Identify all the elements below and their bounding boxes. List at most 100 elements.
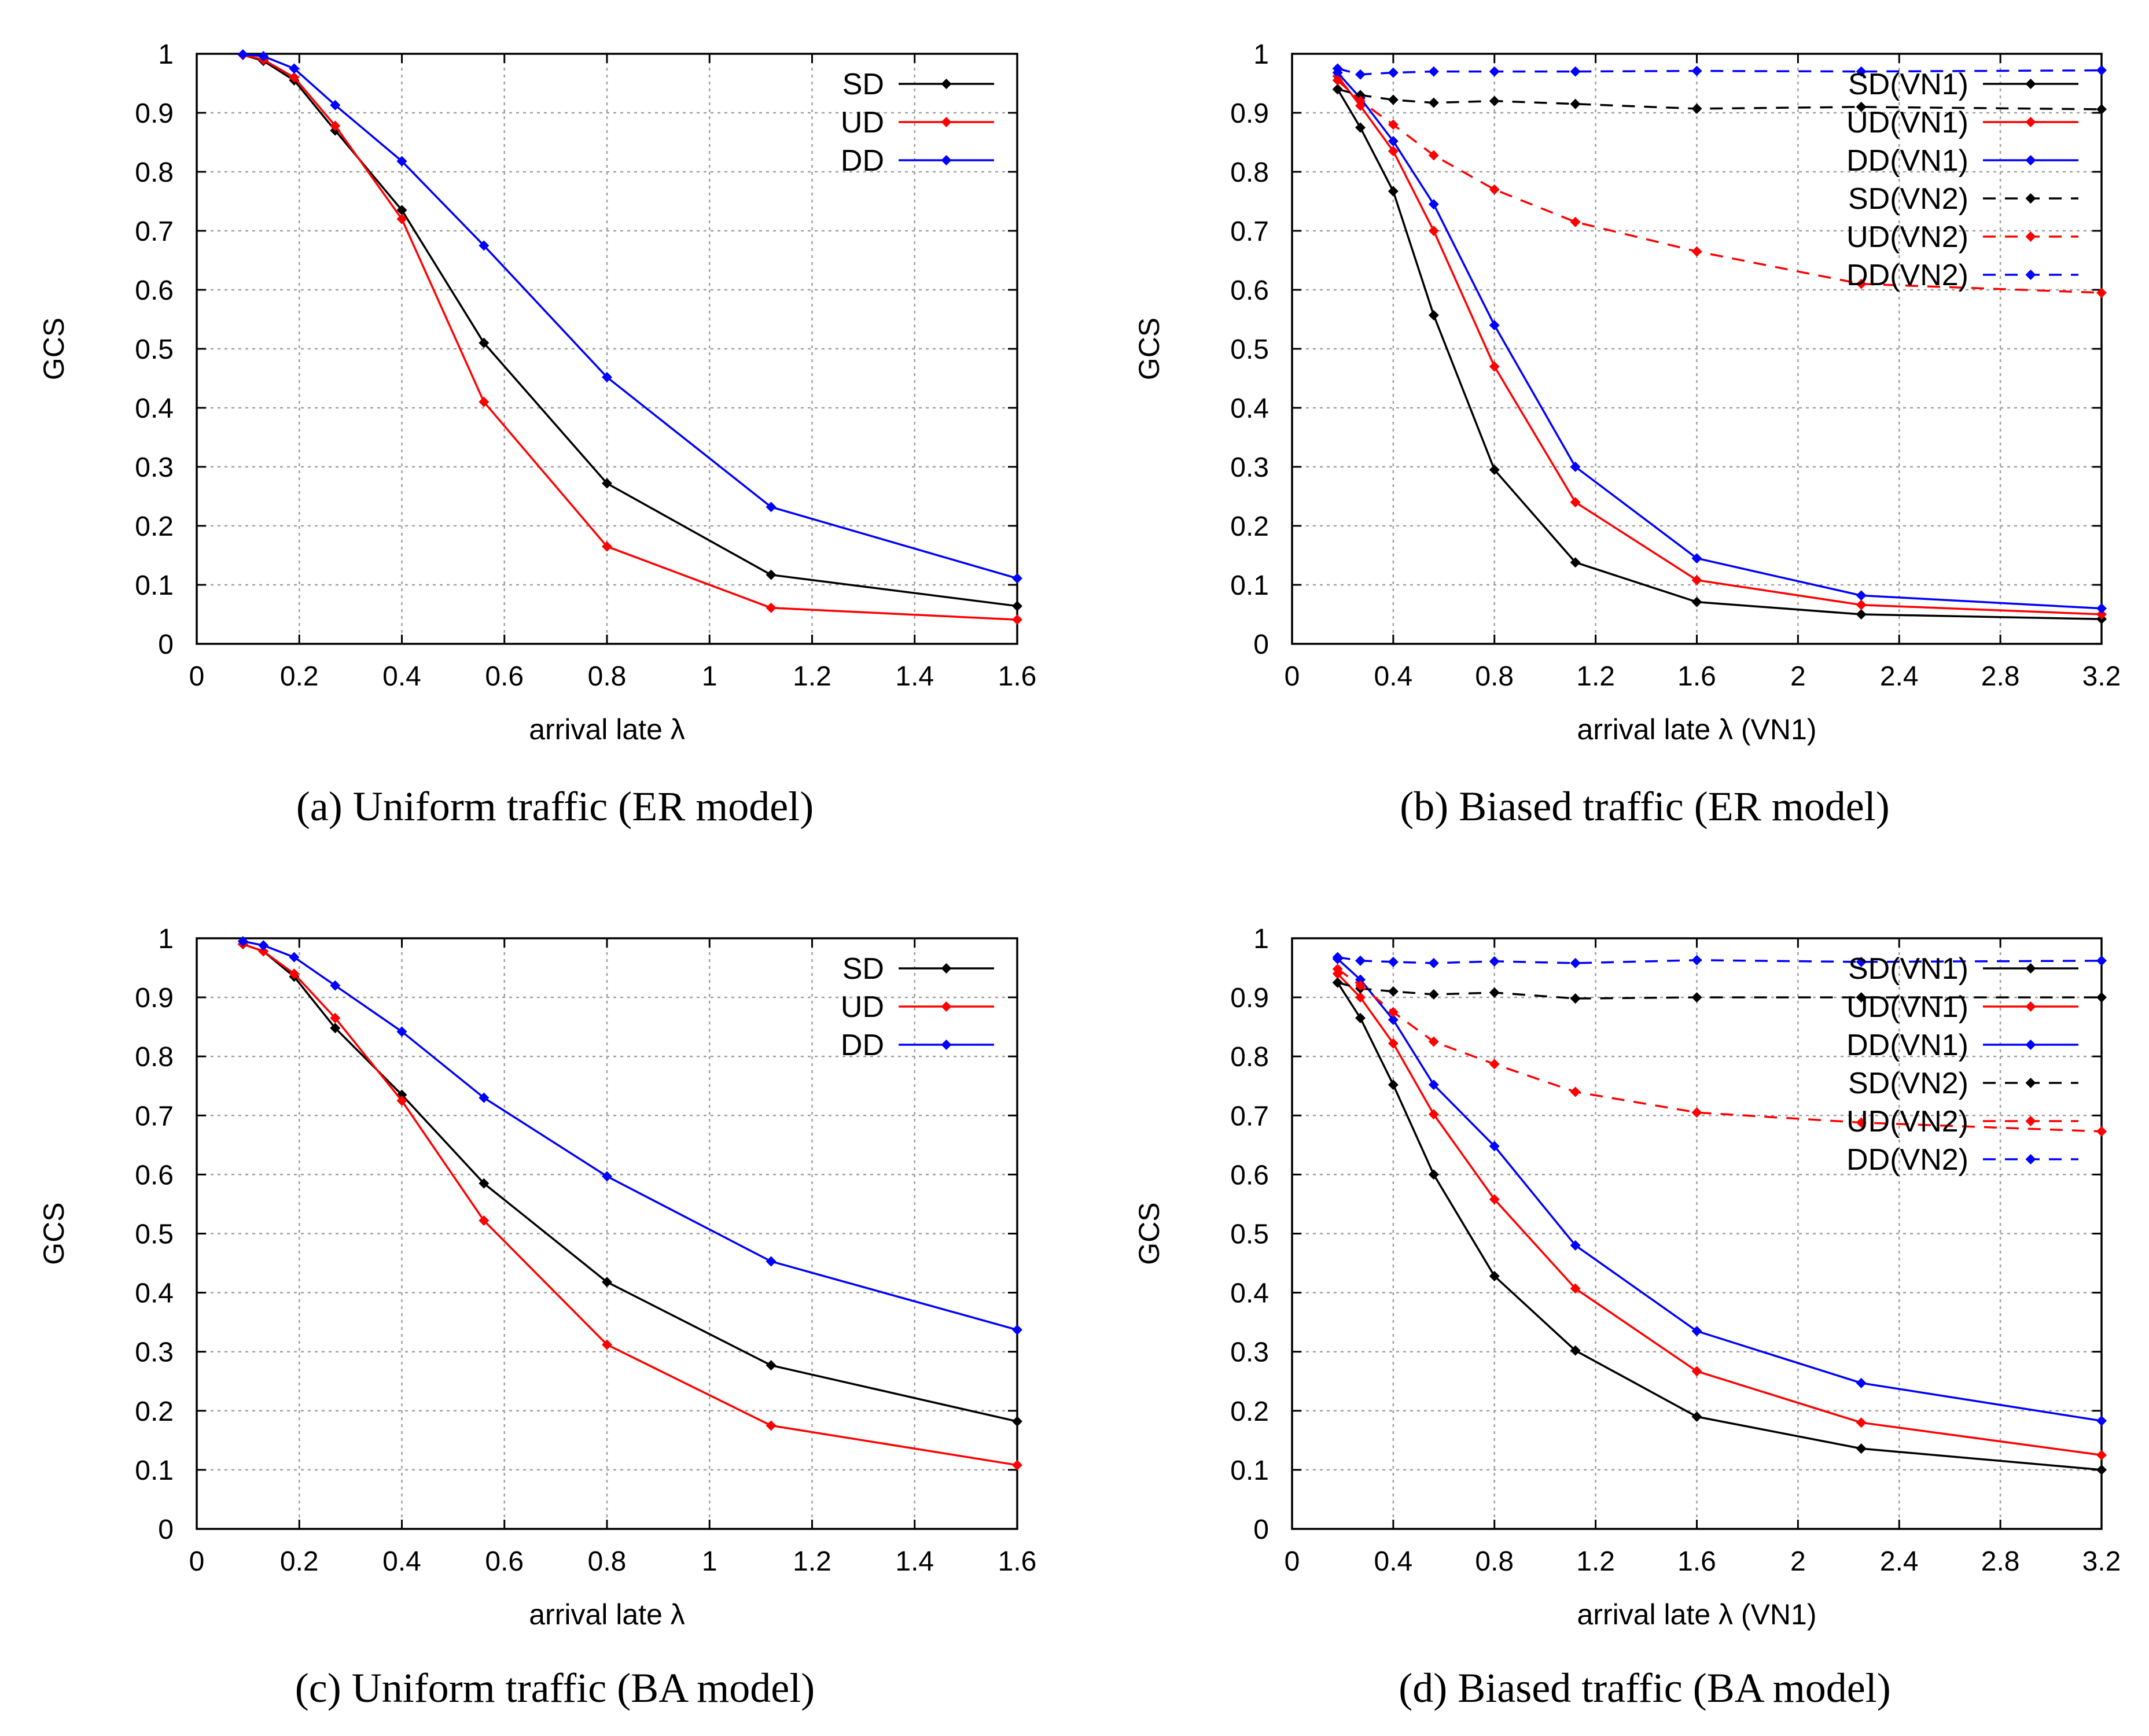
legend-label: SD(VN1) <box>1848 952 1968 986</box>
data-point <box>1856 599 1867 610</box>
x-tick-label: 2.4 <box>1880 1546 1919 1577</box>
series-ud-vn1 <box>1332 968 2107 1461</box>
y-tick-label: 0.1 <box>1230 570 1269 601</box>
data-point <box>766 602 777 613</box>
data-point <box>1856 1117 1867 1128</box>
y-tick-label: 0.7 <box>1230 216 1269 247</box>
y-tick-label: 0.9 <box>135 983 174 1013</box>
data-point <box>1691 954 1702 965</box>
legend-marker <box>941 1001 952 1012</box>
y-tick-label: 0.8 <box>135 157 174 188</box>
data-point <box>1388 956 1399 967</box>
x-tick-label: 2.4 <box>1880 661 1919 692</box>
x-axis-label: arrival late λ (VN1) <box>1577 1598 1817 1631</box>
data-point <box>1691 1366 1702 1377</box>
series-dd-vn2 <box>1332 952 2107 968</box>
data-point <box>1489 465 1500 476</box>
data-point <box>1570 1086 1581 1097</box>
data-point <box>1428 309 1439 320</box>
chart-d: 0 0.4 0.8 1.2 1.6 2 2.4 2.8 3.2 0 0.1 0.2 0.3 0.4 0.5 0… <box>1133 924 2121 1711</box>
legend-label: UD(VN2) <box>1846 1105 1968 1138</box>
x-tick-label: 1.4 <box>895 661 934 692</box>
data-point <box>1856 1443 1867 1454</box>
data-point <box>1428 1036 1439 1047</box>
data-point <box>1332 977 1343 988</box>
series-dd <box>237 49 1022 584</box>
ticks: 0 0.4 0.8 1.2 1.6 2 2.4 2.8 3.2 0 0.1 0.2 0.3 0.4 0.5 0… <box>1230 39 2121 692</box>
legend-label: DD <box>841 1029 884 1062</box>
x-axis-label: arrival late λ <box>529 713 685 746</box>
series-line <box>242 54 1018 607</box>
x-tick-label: 1 <box>702 1546 717 1577</box>
legend-marker <box>2025 270 2036 280</box>
data-point <box>766 1420 777 1431</box>
legend-marker <box>2025 1154 2036 1164</box>
x-tick-label: 2 <box>1790 661 1806 692</box>
data-point <box>1856 609 1867 620</box>
data-point <box>1570 462 1581 472</box>
legend-marker <box>941 155 952 165</box>
data-point <box>396 1026 407 1037</box>
x-tick-label: 2.8 <box>1981 661 2020 692</box>
data-point <box>1388 135 1399 146</box>
plot-frame <box>1291 53 2103 645</box>
data-point <box>766 1256 777 1267</box>
data-point <box>2096 992 2107 1003</box>
series-line <box>1337 973 2102 1457</box>
data-point <box>237 49 248 60</box>
y-tick-label: 0.2 <box>1230 511 1269 542</box>
chart-b: 0 0.4 0.8 1.2 1.6 2 2.4 2.8 3.2 0 0.1 0.2 0.3 0.4 0.5 0… <box>1133 39 2121 830</box>
x-tick-label: 0.8 <box>588 661 627 692</box>
data-point <box>602 1339 612 1350</box>
data-point <box>1570 557 1581 568</box>
series-ud-vn2 <box>1332 964 2107 1137</box>
x-tick-label: 2 <box>1790 1546 1806 1577</box>
x-tick-label: 3.2 <box>2082 661 2121 692</box>
data-point <box>1428 150 1439 161</box>
data-point <box>1691 1107 1702 1118</box>
legend-marker <box>941 117 952 127</box>
data-point <box>289 72 300 83</box>
ticks: 0 0.4 0.8 1.2 1.6 2 2.4 2.8 3.2 0 0.1 0.2 0.3 0.4 0.5 0… <box>1230 924 2121 1577</box>
data-point <box>1489 184 1500 195</box>
data-point <box>1355 955 1366 966</box>
y-tick-label: 0.3 <box>1230 1337 1269 1368</box>
legend-label: SD(VN2) <box>1848 1067 1968 1100</box>
y-tick-label: 0.8 <box>1230 1042 1269 1072</box>
data-point <box>479 396 490 407</box>
legend: SD(VN1) UD(VN1) DD(VN1) SD(VN2) UD(VN2) DD(VN… <box>1846 952 2078 1177</box>
data-point <box>1856 278 1867 289</box>
y-tick-label: 0.4 <box>1230 1278 1269 1309</box>
data-point <box>1489 1194 1500 1205</box>
data-point <box>1691 553 1702 564</box>
gridlines <box>1292 938 2102 1529</box>
x-tick-label: 0 <box>189 661 205 692</box>
data-point <box>1332 75 1343 86</box>
data-point <box>602 541 612 552</box>
data-point <box>1489 1271 1500 1282</box>
data-point <box>2096 288 2107 298</box>
series-dd <box>237 936 1022 1335</box>
x-axis-label: arrival late λ <box>529 1598 685 1631</box>
x-tick-label: 0.8 <box>1475 1546 1514 1577</box>
data-point <box>330 1023 341 1034</box>
x-tick-label: 0 <box>189 1546 205 1577</box>
y-tick-label: 0.1 <box>1230 1455 1269 1486</box>
legend-marker <box>2025 1078 2036 1088</box>
data-point <box>1428 199 1439 210</box>
data-point <box>1388 986 1399 997</box>
x-tick-label: 0 <box>1285 661 1300 692</box>
data-point <box>1355 95 1366 106</box>
data-point <box>1856 992 1867 1003</box>
data-point <box>1489 95 1500 106</box>
data-point <box>1570 1283 1581 1294</box>
data-point <box>602 371 612 382</box>
y-tick-label: 0.6 <box>1230 1160 1269 1190</box>
y-tick-label: 0.5 <box>135 1219 174 1250</box>
data-point <box>1388 146 1399 157</box>
data-point <box>1856 1377 1867 1388</box>
x-tick-label: 0.4 <box>1374 661 1413 692</box>
legend: SD UD DD <box>841 952 994 1062</box>
y-tick-label: 0.9 <box>1230 983 1269 1013</box>
y-axis-label: GCS <box>38 318 70 380</box>
